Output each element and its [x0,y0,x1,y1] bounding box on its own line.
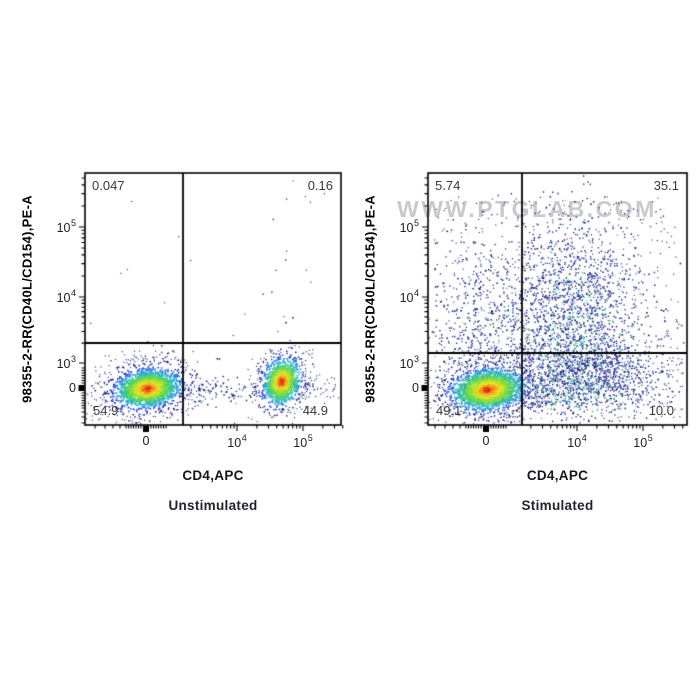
quadrant-percent-lower-right: 44.9 [302,403,328,418]
panel-title: Unstimulated [168,498,258,513]
quadrant-percent-lower-right: 10.0 [648,403,674,418]
x-tick-label: 105 [293,433,313,451]
x-tick-label: 105 [633,433,653,451]
x-tick-label: 104 [567,433,587,451]
x-axis-label: CD4,APC [526,468,589,483]
y-tick-label: 0 [412,381,419,395]
y-tick-label: 105 [56,217,76,236]
y-tick-label: 103 [56,353,76,372]
quadrant-percent-lower-left: 54.9 [93,403,119,418]
y-tick-label: 105 [399,217,419,236]
x-tick-label: 104 [227,433,247,451]
y-tick-label: 0 [69,381,76,395]
quadrant-percent-upper-left: 0.047 [92,178,125,193]
quadrant-percent-upper-right: 35.1 [653,178,679,193]
quadrant-percent-lower-left: 49.1 [436,403,462,418]
x-tick-label: 0 [482,434,490,448]
quadrant-percent-upper-right: 0.16 [307,178,333,193]
y-tick-label: 103 [399,353,419,372]
plot-panel-stimulated: 98355-2-RR(CD40L/CD154),PE-A 5.74 35.1 4… [363,173,687,513]
quadrant-percent-upper-left: 5.74 [435,178,461,193]
y-axis-label: 98355-2-RR(CD40L/CD154),PE-A [362,195,378,403]
y-tick-label: 104 [56,287,76,306]
y-axis-label: 98355-2-RR(CD40L/CD154),PE-A [19,195,35,403]
x-axis-label: CD4,APC [182,468,244,483]
y-tick-label: 104 [399,287,419,306]
plot-panel-unstimulated: 98355-2-RR(CD40L/CD154),PE-A 0.047 0.16 … [20,173,341,513]
x-tick-label: 0 [142,434,150,448]
panel-title: Stimulated [521,498,594,513]
